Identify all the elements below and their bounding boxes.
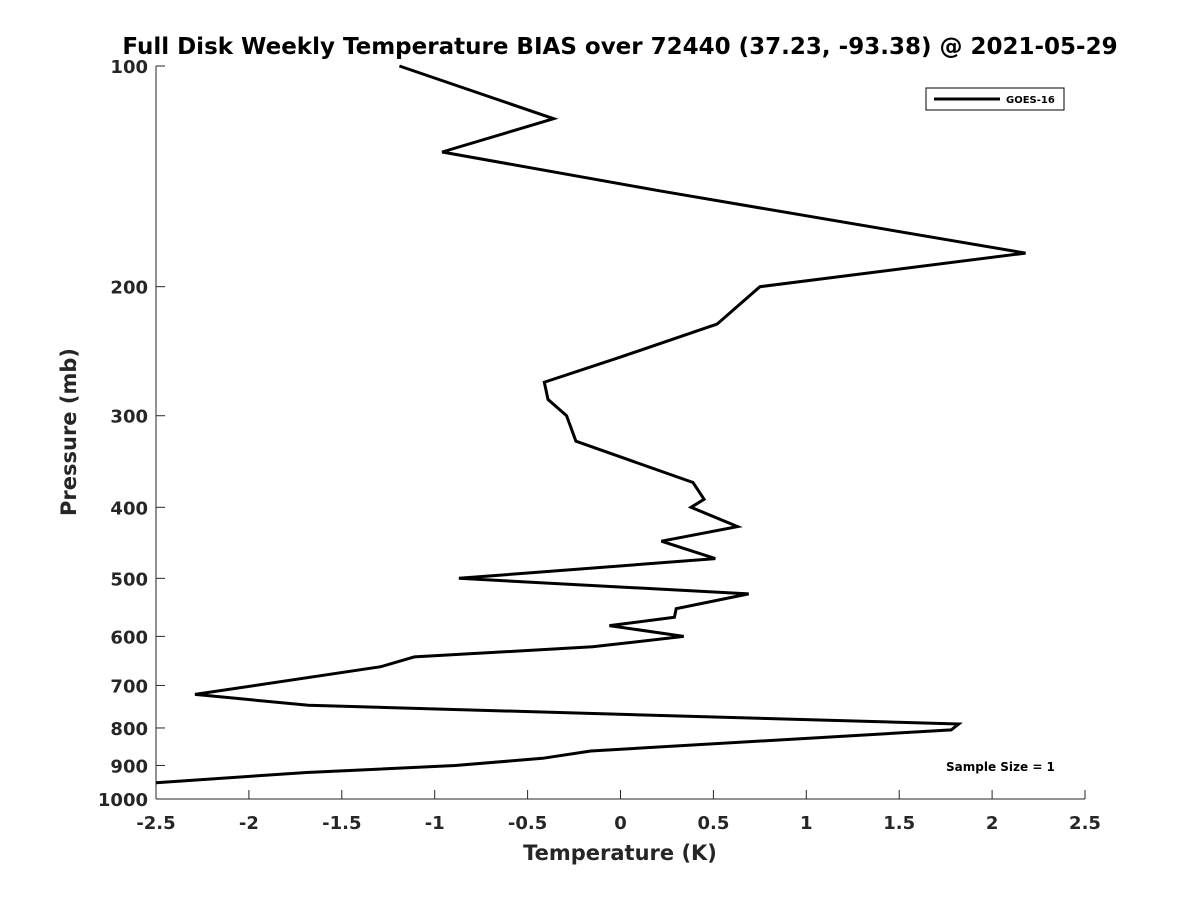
x-tick-label: 0 (614, 813, 627, 834)
legend: GOES-16 (925, 87, 1065, 111)
y-tick-label: 800 (110, 719, 148, 740)
chart-title: Full Disk Weekly Temperature BIAS over 7… (122, 34, 1117, 60)
y-axis-label: Pressure (mb) (57, 348, 81, 516)
x-tick-label: 0.5 (697, 813, 729, 834)
x-tick-label: -0.5 (508, 813, 547, 834)
x-tick-label: 2 (986, 813, 999, 834)
x-axis-label: Temperature (K) (523, 841, 717, 865)
x-tick-label: -1.5 (322, 813, 361, 834)
x-tick-label: 2.5 (1069, 813, 1101, 834)
sample-size-annotation: Sample Size = 1 (946, 760, 1055, 774)
series-line-goes-16 (155, 64, 1026, 785)
y-tick-label: 700 (110, 676, 148, 697)
x-tick-label: -2.5 (136, 813, 175, 834)
y-tick-label: 400 (110, 498, 148, 519)
y-tick-label: 100 (110, 57, 148, 78)
y-tick-label: 300 (110, 407, 148, 428)
y-tick-label: 1000 (98, 790, 148, 811)
y-axis-ticks: 100 200 300 400 500 600 700 800 900 1000 (98, 57, 165, 811)
x-tick-label: 1.5 (883, 813, 915, 834)
y-tick-label: 500 (110, 569, 148, 590)
x-tick-label: -2 (239, 813, 259, 834)
series-layer (155, 64, 1026, 785)
legend-label-goes-16: GOES-16 (1006, 95, 1055, 106)
y-tick-label: 900 (110, 756, 148, 777)
x-axis-ticks: -2.5 -2 -1.5 -1 -0.5 0 0.5 1 1.5 2 2.5 (136, 790, 1101, 834)
x-tick-label: 1 (800, 813, 813, 834)
y-tick-label: 600 (110, 627, 148, 648)
x-tick-label: -1 (425, 813, 445, 834)
y-tick-label: 200 (110, 278, 148, 299)
